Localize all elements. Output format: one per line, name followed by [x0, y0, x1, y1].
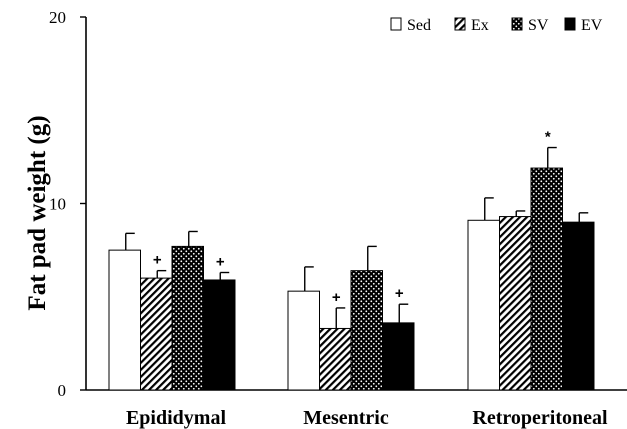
y-tick-label: 10 — [49, 195, 66, 214]
bar-ex-retroperitoneal — [499, 216, 532, 391]
bars — [108, 167, 595, 391]
y-tick-label: 20 — [49, 8, 66, 27]
legend-label: Ex — [471, 17, 489, 34]
y-ticks: 0 10 20 — [49, 8, 86, 400]
category-label: Epididymal — [126, 407, 226, 429]
error-bars — [125, 146, 589, 329]
bar-ev-retroperitoneal — [562, 221, 595, 391]
category-label: Retroperitoneal — [472, 407, 608, 429]
bar-sv-mesentric — [350, 270, 383, 391]
bar-sv-epididymal — [171, 245, 204, 391]
legend-label: EV — [581, 17, 603, 34]
bar-ex-mesentric — [319, 327, 352, 391]
legend-swatch-sed — [390, 17, 402, 31]
significance-marker: + — [216, 254, 225, 271]
legend-swatch-sv — [511, 17, 523, 31]
bar-ev-mesentric — [382, 322, 415, 391]
annotations: + + + + * — [153, 129, 551, 306]
significance-marker: + — [395, 285, 404, 302]
significance-marker: + — [153, 252, 162, 269]
y-axis-label: Fat pad weight (g) — [24, 115, 51, 310]
legend-label: Sed — [407, 17, 431, 34]
legend: Sed Ex SV EV — [390, 17, 603, 34]
y-tick-label: 0 — [58, 381, 67, 400]
legend-swatch-ex — [454, 17, 466, 31]
bar-ex-epididymal — [140, 277, 173, 391]
category-labels: Epididymal Mesentric Retroperitoneal — [126, 407, 608, 429]
bar-sv-retroperitoneal — [530, 167, 563, 391]
significance-marker: * — [545, 129, 551, 146]
significance-marker: + — [332, 289, 341, 306]
bar-sed-epididymal — [108, 249, 141, 391]
legend-swatch-ev — [564, 17, 576, 31]
bar-ev-epididymal — [203, 279, 236, 391]
bar-sed-mesentric — [287, 290, 320, 391]
bar-sed-retroperitoneal — [467, 219, 500, 391]
category-label: Mesentric — [303, 407, 389, 429]
legend-label: SV — [528, 17, 549, 34]
